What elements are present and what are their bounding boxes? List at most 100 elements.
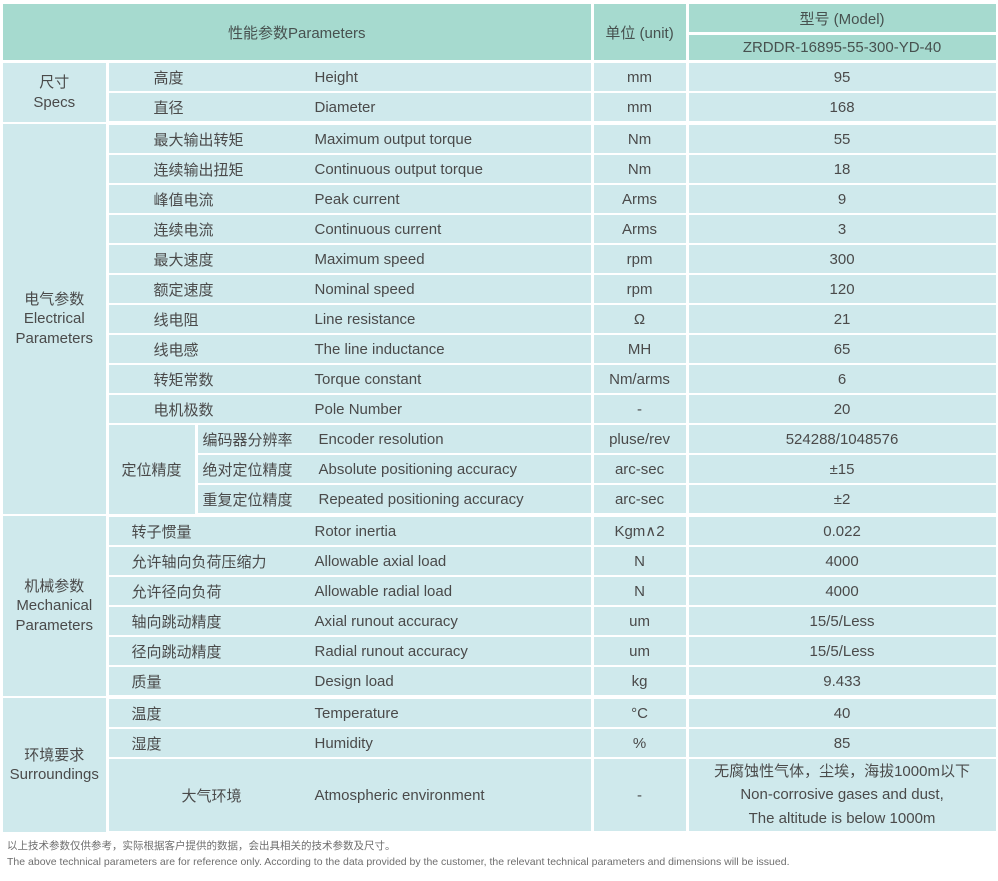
table-row: 连续输出扭矩 Continuous output torque Nm 18 xyxy=(3,154,997,185)
param-cell: 转子惯量 Rotor inertia xyxy=(107,515,594,547)
value-cell: ±15 xyxy=(687,454,997,485)
param-en: Continuous current xyxy=(314,220,442,238)
param-cn: 温度 xyxy=(131,705,162,723)
param-en: Torque constant xyxy=(314,370,422,388)
value-cell: 3 xyxy=(687,214,997,245)
table-row: 环境要求 Surroundings 温度 Temperature °C 40 xyxy=(3,697,997,834)
unit-cell: Arms xyxy=(592,214,689,245)
unit-header: 单位 (unit) xyxy=(592,4,689,63)
table-row: 湿度 Humidity % 85 xyxy=(3,728,997,759)
param-cn: 连续输出扭矩 xyxy=(153,161,244,179)
param-en: Radial runout accuracy xyxy=(314,642,468,660)
unit-cell: Nm/arms xyxy=(592,364,689,395)
param-en: Humidity xyxy=(314,734,373,752)
parameters-header: 性能参数Parameters xyxy=(3,4,594,63)
value-cell: 21 xyxy=(687,304,997,335)
footnote: 以上技术参数仅供参考，实际根据客户提供的数据，会出具相关的技术参数及尺寸。 Th… xyxy=(3,835,996,871)
model-header: 型号 (Model) xyxy=(687,4,997,35)
table-row: 重复定位精度 Repeated positioning accuracy arc… xyxy=(3,484,997,517)
table-row: 线电阻 Line resistance Ω 21 xyxy=(3,304,997,335)
param-en: Pole Number xyxy=(314,400,403,418)
param-cell: 线电阻 Line resistance xyxy=(107,304,594,335)
param-cell: 最大速度 Maximum speed xyxy=(107,244,594,275)
table-row: 峰值电流 Peak current Arms 9 xyxy=(3,184,997,215)
value-cell: 55 xyxy=(687,123,997,155)
unit-cell: Ω xyxy=(592,304,689,335)
param-cell: 温度 Temperature xyxy=(107,697,594,729)
param-en: Rotor inertia xyxy=(314,522,397,540)
unit-cell: MH xyxy=(592,334,689,365)
value-cell: 524288/1048576 xyxy=(687,424,997,455)
param-en: Allowable radial load xyxy=(314,582,453,600)
param-cell: 大气环境 Atmospheric environment xyxy=(107,758,594,835)
category-en: Surroundings xyxy=(9,766,99,783)
category-cell-mechanical: 机械参数 Mechanical Parameters xyxy=(3,515,109,698)
table-row: 线电感 The line inductance MH 65 xyxy=(3,334,997,365)
param-cn: 线电阻 xyxy=(153,311,199,329)
param-en: Temperature xyxy=(314,704,399,722)
param-cn: 直径 xyxy=(153,99,184,117)
footnote-en: The above technical parameters are for r… xyxy=(7,855,790,868)
atmos-value-line: 无腐蚀性气体，尘埃，海拔1000m以下 xyxy=(714,763,970,781)
param-cell: 湿度 Humidity xyxy=(107,728,594,759)
category-en: Electrical Parameters xyxy=(15,310,94,347)
category-en: Specs xyxy=(33,93,76,111)
category-cn: 机械参数 xyxy=(24,577,85,595)
param-en: Encoder resolution xyxy=(318,430,444,448)
param-en: Line resistance xyxy=(314,310,416,328)
param-cell: 质量 Design load xyxy=(107,666,594,699)
table-row: 转矩常数 Torque constant Nm/arms 6 xyxy=(3,364,997,395)
param-en: Continuous output torque xyxy=(314,160,483,178)
atmos-value-line: The altitude is below 1000m xyxy=(748,809,936,827)
unit-cell: - xyxy=(592,758,689,835)
param-cn: 轴向跳动精度 xyxy=(131,613,222,631)
value-cell: 15/5/Less xyxy=(687,606,997,637)
unit-cell: arc-sec xyxy=(592,484,689,517)
unit-cell: rpm xyxy=(592,274,689,305)
category-en: Mechanical Parameters xyxy=(15,597,94,634)
value-cell: 4000 xyxy=(687,546,997,577)
param-cell: 绝对定位精度 Absolute positioning accuracy xyxy=(196,454,594,485)
table-row: 额定速度 Nominal speed rpm 120 xyxy=(3,274,997,305)
table-row: 电气参数 Electrical Parameters 最大输出转矩 Maximu… xyxy=(3,123,997,516)
unit-cell: arc-sec xyxy=(592,454,689,485)
value-cell: 40 xyxy=(687,697,997,729)
value-cell: 18 xyxy=(687,154,997,185)
param-cell: 额定速度 Nominal speed xyxy=(107,274,594,305)
category-cell-specs: 尺寸 Specs xyxy=(3,61,109,124)
unit-cell: pluse/rev xyxy=(592,424,689,455)
category-cell-electrical: 电气参数 Electrical Parameters xyxy=(3,123,109,516)
table-header-row: 性能参数Parameters 单位 (unit) 型号 (Model) xyxy=(3,4,997,63)
param-en: Peak current xyxy=(314,190,400,208)
unit-cell: N xyxy=(592,576,689,607)
value-cell: 6 xyxy=(687,364,997,395)
param-cn: 高度 xyxy=(153,69,184,87)
table-row: 允许径向负荷 Allowable radial load N 4000 xyxy=(3,576,997,607)
param-cell: 最大输出转矩 Maximum output torque xyxy=(107,123,594,155)
param-cn: 径向跳动精度 xyxy=(131,643,222,661)
param-en: The line inductance xyxy=(314,340,445,358)
param-cell: 峰值电流 Peak current xyxy=(107,184,594,215)
table-row: 允许轴向负荷压缩力 Allowable axial load N 4000 xyxy=(3,546,997,577)
positioning-group-cell: 定位精度 xyxy=(107,424,198,516)
param-en: Atmospheric environment xyxy=(314,786,485,804)
param-cn: 大气环境 xyxy=(181,787,242,805)
model-value: ZRDDR-16895-55-300-YD-40 xyxy=(687,33,997,63)
param-cell: 连续输出扭矩 Continuous output torque xyxy=(107,154,594,185)
unit-cell: Arms xyxy=(592,184,689,215)
param-en: Maximum output torque xyxy=(314,130,473,148)
table-row: 直径 Diameter mm 168 xyxy=(3,92,997,125)
table-row: 电机极数 Pole Number - 20 xyxy=(3,394,997,425)
param-en: Maximum speed xyxy=(314,250,425,268)
category-cn: 电气参数 xyxy=(24,290,85,308)
atmos-value-line: Non-corrosive gases and dust, xyxy=(740,786,944,804)
value-cell: 120 xyxy=(687,274,997,305)
param-en: Allowable axial load xyxy=(314,552,447,570)
param-cn: 绝对定位精度 xyxy=(202,461,293,479)
param-cn: 电机极数 xyxy=(153,401,214,419)
param-cell: 径向跳动精度 Radial runout accuracy xyxy=(107,636,594,667)
param-cn: 湿度 xyxy=(131,735,162,753)
param-cell: 编码器分辨率 Encoder resolution xyxy=(196,424,594,455)
param-cell: 电机极数 Pole Number xyxy=(107,394,594,425)
value-cell: 4000 xyxy=(687,576,997,607)
